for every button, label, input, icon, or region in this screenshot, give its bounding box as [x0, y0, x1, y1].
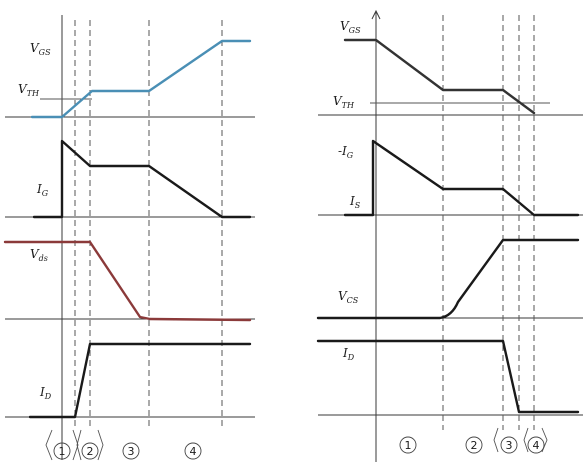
left-stage-markers: 1 2 3 4 [45, 429, 202, 461]
right-ig-label: -IG [338, 144, 354, 160]
right-id-label: ID [342, 346, 355, 362]
left-id-waveform [28, 342, 252, 419]
right-stage-1-circle [399, 436, 417, 454]
right-diagram: VGS VTH -IG IS VCS ID 1 2 3 [316, 9, 583, 462]
left-vgs-label: VGS [30, 41, 51, 57]
left-ig-label: IG [36, 182, 49, 198]
left-vth-label: VTH [18, 82, 40, 98]
right-stage-3-circle [500, 436, 518, 454]
right-stage-3-number: 3 [506, 439, 513, 452]
right-stage-2-circle [465, 436, 483, 454]
left-vgs-waveform [30, 39, 252, 119]
right-vth-label: VTH [333, 94, 355, 110]
right-stage-2-number: 2 [471, 439, 478, 452]
right-vgs-label: VGS [340, 19, 361, 35]
right-id-waveform [316, 339, 580, 414]
left-stage-3-circle [122, 442, 140, 460]
left-stage-1-number: 1 [59, 445, 66, 458]
left-diagram: VGS VTH IG Vds ID 1 2 3 4 [3, 15, 255, 461]
left-vds-label: Vds [30, 247, 48, 263]
left-stage-4-number: 4 [190, 445, 197, 458]
right-stage-1-number: 1 [405, 439, 412, 452]
right-vgs-waveform [343, 38, 536, 115]
right-stage-markers: 1 2 3 4 [399, 427, 548, 454]
left-stage-2-number: 2 [87, 445, 94, 458]
right-vds-waveform [316, 238, 580, 320]
right-vds-label: VCS [338, 289, 359, 305]
right-axis-arrow-icon [371, 9, 381, 20]
right-ig-waveform [343, 139, 580, 217]
left-stage-3-number: 3 [128, 445, 135, 458]
left-id-label: ID [39, 385, 52, 401]
right-is-label: IS [349, 194, 361, 210]
left-ig-waveform [32, 139, 252, 219]
right-stage-4-number: 4 [533, 439, 540, 452]
right-stage-4-circle [527, 436, 545, 454]
left-vds-waveform [3, 240, 252, 322]
left-stage-2-circle [81, 442, 99, 460]
left-stage-4-circle [184, 442, 202, 460]
left-stage-1-circle [53, 442, 71, 460]
